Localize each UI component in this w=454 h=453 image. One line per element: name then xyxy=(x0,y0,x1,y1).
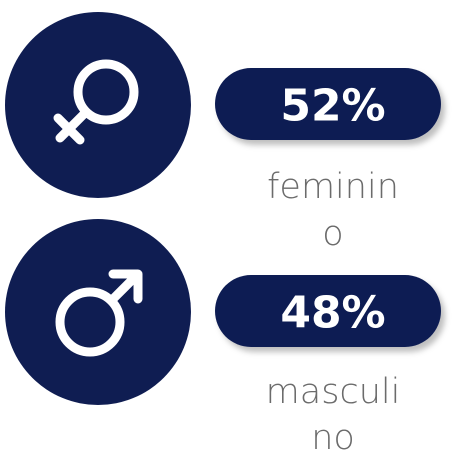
male-pill xyxy=(215,275,441,347)
female-circle xyxy=(5,12,191,198)
male-label: masculi xyxy=(266,372,401,412)
female-icon xyxy=(53,59,139,145)
male-circle xyxy=(5,219,191,405)
male-label: no xyxy=(311,418,355,453)
female-percent: 52% xyxy=(280,81,385,132)
male-percent: 48% xyxy=(280,288,385,339)
male-icon xyxy=(55,269,143,357)
female-pill xyxy=(215,68,441,140)
male-group: 48% masculi no xyxy=(5,219,441,453)
female-label: feminin xyxy=(267,167,399,207)
female-group: 52% feminin o xyxy=(5,12,441,254)
female-label: o xyxy=(322,214,343,254)
